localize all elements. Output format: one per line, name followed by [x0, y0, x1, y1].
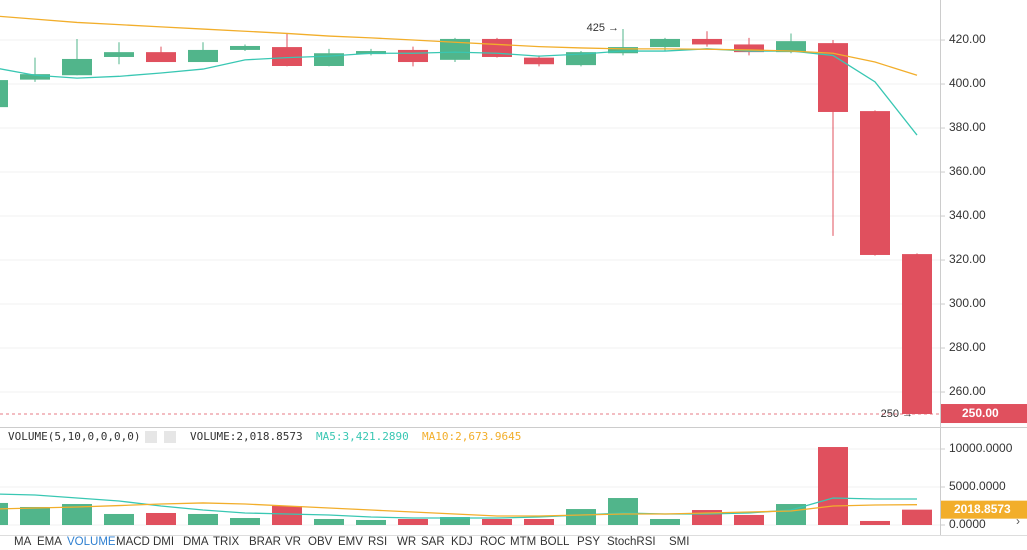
- candle-body: [146, 52, 176, 63]
- candle-body: [902, 254, 932, 415]
- volume-bar: [482, 518, 512, 525]
- indicator-tab[interactable]: BRAR: [249, 536, 281, 548]
- candle-body: [566, 52, 596, 66]
- indicator-tab[interactable]: MTM: [510, 536, 536, 548]
- indicator-tab[interactable]: DMI: [153, 536, 174, 548]
- volume-bar: [608, 498, 638, 525]
- indicator-tab[interactable]: MACD: [116, 536, 150, 548]
- last-volume-label: 2018.8573: [954, 502, 1011, 516]
- volume-bar: [0, 502, 8, 525]
- volume-bar: [314, 518, 344, 525]
- volume-bar: [146, 512, 176, 525]
- settings-icon[interactable]: [145, 431, 157, 443]
- volume-bar: [818, 447, 848, 525]
- candle-body: [860, 111, 890, 255]
- indicator-tab[interactable]: DMA: [183, 536, 209, 548]
- candle-body: [776, 41, 806, 53]
- volume-bar: [272, 505, 302, 525]
- indicator-tab[interactable]: ROC: [480, 536, 506, 548]
- y-tick-label: 260.00: [949, 384, 986, 398]
- volume-title: VOLUME(5,10,0,0,0,0): [8, 430, 140, 443]
- marks: [0, 15, 932, 525]
- indicator-tab[interactable]: EMA: [37, 536, 62, 548]
- indicator-tab[interactable]: KDJ: [451, 536, 473, 548]
- volume-bar: [356, 519, 386, 525]
- y-tick-label: 10000.0000: [949, 441, 1013, 455]
- volume-current: VOLUME:2,018.8573: [190, 430, 303, 443]
- ma-line: [0, 48, 918, 136]
- volume-bar: [230, 518, 260, 525]
- indicator-tab[interactable]: VOLUME: [67, 536, 116, 548]
- volume-bar: [440, 517, 470, 525]
- candle-body: [272, 47, 302, 66]
- candle-body: [524, 57, 554, 65]
- y-tick-label: 420.00: [949, 32, 986, 46]
- volume-bar: [860, 520, 890, 525]
- indicator-tab[interactable]: TRIX: [213, 536, 240, 548]
- legend-ma10: MA10:2,673.9645: [422, 430, 521, 443]
- volume-bar: [734, 514, 764, 525]
- candle-body: [188, 49, 218, 63]
- y-tick-label: 360.00: [949, 164, 986, 178]
- volume-bar: [566, 509, 596, 525]
- candle-body: [692, 38, 722, 45]
- volume-bar: [776, 504, 806, 525]
- volume-bar: [524, 518, 554, 525]
- indicator-tab[interactable]: SAR: [421, 536, 445, 548]
- candle-body: [0, 80, 8, 108]
- indicator-tab[interactable]: StochRSI: [607, 536, 656, 548]
- legend-ma5: MA5:3,421.2890: [316, 430, 409, 443]
- indicator-tab[interactable]: RSI: [368, 536, 387, 548]
- volume-bar: [188, 513, 218, 525]
- indicator-tab[interactable]: VR: [285, 536, 301, 548]
- ma-line: [0, 15, 918, 76]
- close-icon[interactable]: [164, 431, 176, 443]
- y-tick-label: 380.00: [949, 120, 986, 134]
- y-tick-label: 0.0000: [949, 517, 986, 531]
- last-price-label: 250.00: [962, 406, 999, 420]
- scroll-arrow[interactable]: ›: [1016, 514, 1020, 528]
- candle-body: [440, 38, 470, 60]
- tabs: MA EMA VOLUME MACD DMI DMA TRIX BRAR VR OBV EMV RSI…: [14, 536, 689, 548]
- indicator-tab[interactable]: WR: [397, 536, 416, 548]
- y-tick-label: 320.00: [949, 252, 986, 266]
- candle-body: [20, 74, 50, 80]
- indicator-tab[interactable]: SMI: [669, 536, 689, 548]
- volume-bar: [650, 518, 680, 525]
- y-tick-label: 340.00: [949, 208, 986, 222]
- indicator-tab[interactable]: MA: [14, 536, 32, 548]
- indicator-tab[interactable]: EMV: [338, 536, 363, 548]
- candle-body: [104, 52, 134, 57]
- y-tick-label: 5000.0000: [949, 479, 1006, 493]
- y-tick-label: 300.00: [949, 296, 986, 310]
- volume-bar: [902, 509, 932, 525]
- indicator-tab[interactable]: OBV: [308, 536, 333, 548]
- candle-body: [650, 38, 680, 48]
- candle-body: [230, 45, 260, 50]
- candle-body: [734, 44, 764, 53]
- ma-line: [0, 502, 918, 517]
- max-label: 425 →: [587, 22, 619, 34]
- volume-bar: [20, 506, 50, 525]
- y-tick-label: 280.00: [949, 340, 986, 354]
- y-tick-label: 400.00: [949, 76, 986, 90]
- indicator-tab[interactable]: PSY: [577, 536, 600, 548]
- volume-bar: [104, 513, 134, 525]
- candle-body: [398, 49, 428, 63]
- candle-body: [608, 47, 638, 54]
- volume-bar: [398, 518, 428, 525]
- grid: 260.00 280.00 300.00 320.00 340.00 360.00 380.…: [0, 32, 1013, 531]
- candle-body: [62, 58, 92, 76]
- candle-body: [356, 51, 386, 55]
- indicator-tab[interactable]: BOLL: [540, 536, 570, 548]
- last-volume-box: [941, 500, 1027, 519]
- last-price-box: [941, 404, 1027, 424]
- volume-bar: [62, 504, 92, 525]
